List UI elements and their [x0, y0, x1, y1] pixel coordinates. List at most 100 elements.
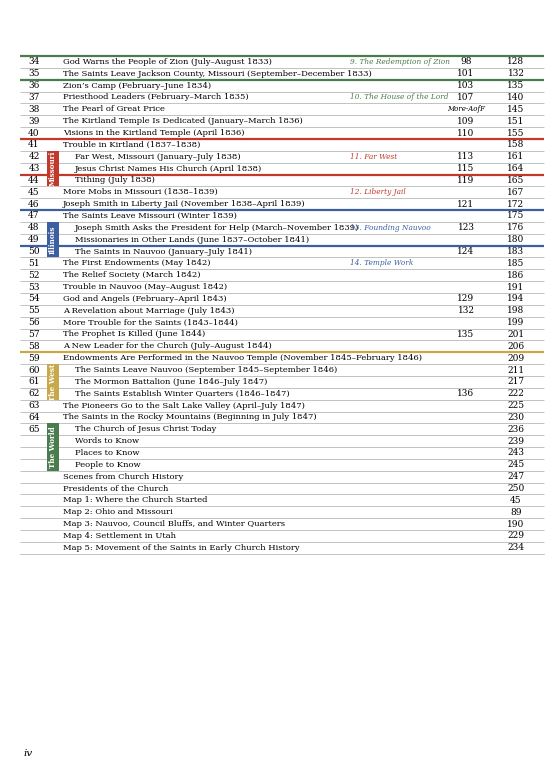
Text: 140: 140 — [507, 93, 525, 102]
Text: 180: 180 — [507, 235, 525, 244]
Text: 34: 34 — [29, 57, 40, 67]
Text: More Trouble for the Saints (1843–1844): More Trouble for the Saints (1843–1844) — [63, 319, 238, 327]
Text: 9. The Redemption of Zion: 9. The Redemption of Zion — [350, 58, 450, 66]
Text: iv: iv — [24, 749, 32, 758]
Text: 42: 42 — [29, 152, 40, 161]
Text: People to Know: People to Know — [75, 461, 141, 469]
Text: 89: 89 — [510, 508, 522, 517]
Text: 14. Temple Work: 14. Temple Work — [350, 259, 413, 268]
Text: 39: 39 — [29, 116, 40, 126]
Text: 13. Founding Nauvoo: 13. Founding Nauvoo — [350, 223, 431, 232]
Text: 101: 101 — [458, 69, 475, 78]
Text: The Saints Leave Missouri (Winter 1839): The Saints Leave Missouri (Winter 1839) — [63, 212, 237, 220]
Text: 64: 64 — [28, 413, 40, 422]
Text: Words to Know: Words to Know — [75, 437, 139, 445]
Text: God Warns the People of Zion (July–August 1833): God Warns the People of Zion (July–Augus… — [63, 58, 272, 66]
Bar — [47, 222, 59, 258]
Text: The First Endowments (May 1842): The First Endowments (May 1842) — [63, 259, 211, 268]
Text: 63: 63 — [29, 401, 40, 410]
Text: 245: 245 — [507, 460, 525, 469]
Text: 123: 123 — [458, 223, 474, 232]
Text: The Pearl of Great Price: The Pearl of Great Price — [63, 106, 165, 113]
Text: 110: 110 — [458, 129, 475, 137]
Text: 40: 40 — [28, 129, 40, 137]
Text: 176: 176 — [507, 223, 525, 232]
Text: Missouri: Missouri — [49, 151, 57, 186]
Text: Zion’s Camp (February–June 1834): Zion’s Camp (February–June 1834) — [63, 81, 211, 89]
Text: 56: 56 — [28, 318, 40, 327]
Text: 183: 183 — [507, 247, 525, 256]
Text: 236: 236 — [507, 424, 525, 434]
Text: 217: 217 — [507, 377, 525, 386]
Text: Illinois: Illinois — [49, 226, 57, 254]
Text: The West: The West — [49, 363, 57, 400]
Text: Visions in the Kirtland Temple (April 1836): Visions in the Kirtland Temple (April 18… — [63, 129, 245, 137]
Text: God and Angels (February–April 1843): God and Angels (February–April 1843) — [63, 295, 227, 303]
Text: Scenes from Church History: Scenes from Church History — [63, 473, 183, 480]
Text: 45: 45 — [510, 496, 522, 505]
Text: 11. Far West: 11. Far West — [350, 153, 397, 161]
Text: 199: 199 — [507, 318, 525, 327]
Text: 161: 161 — [507, 152, 525, 161]
Text: 194: 194 — [507, 294, 525, 303]
Text: Joseph Smith in Liberty Jail (November 1838–April 1839): Joseph Smith in Liberty Jail (November 1… — [63, 200, 306, 208]
Text: 132: 132 — [458, 307, 474, 315]
Text: 107: 107 — [458, 93, 475, 102]
Text: 57: 57 — [28, 330, 40, 339]
Text: 209: 209 — [507, 354, 525, 362]
Text: 167: 167 — [507, 188, 525, 197]
Text: 239: 239 — [507, 437, 525, 445]
Text: 51: 51 — [28, 259, 40, 268]
Text: Map 3: Nauvoo, Council Bluffs, and Winter Quarters: Map 3: Nauvoo, Council Bluffs, and Winte… — [63, 520, 285, 528]
Text: 43: 43 — [29, 164, 40, 173]
Text: Map 2: Ohio and Missouri: Map 2: Ohio and Missouri — [63, 508, 172, 516]
Text: 211: 211 — [507, 365, 525, 375]
Text: 45: 45 — [28, 188, 40, 197]
Text: Jesus Christ Names His Church (April 1838): Jesus Christ Names His Church (April 183… — [75, 165, 262, 172]
Text: The Pioneers Go to the Salt Lake Valley (April–July 1847): The Pioneers Go to the Salt Lake Valley … — [63, 401, 305, 410]
Text: 59: 59 — [28, 354, 40, 362]
Text: More-AofF: More-AofF — [447, 106, 485, 113]
Text: The Kirtland Temple Is Dedicated (January–March 1836): The Kirtland Temple Is Dedicated (Januar… — [63, 117, 303, 125]
Text: 12. Liberty Jail: 12. Liberty Jail — [350, 189, 406, 196]
Text: 128: 128 — [507, 57, 525, 67]
Text: The Saints Establish Winter Quarters (1846–1847): The Saints Establish Winter Quarters (18… — [75, 390, 290, 398]
Text: A Revelation about Marriage (July 1843): A Revelation about Marriage (July 1843) — [63, 307, 235, 315]
Text: The Mormon Battalion (June 1846–July 1847): The Mormon Battalion (June 1846–July 184… — [75, 378, 267, 386]
Text: 243: 243 — [507, 449, 525, 458]
Text: Far West, Missouri (January–July 1838): Far West, Missouri (January–July 1838) — [75, 153, 241, 161]
Text: 41: 41 — [28, 140, 40, 149]
Text: Trouble in Kirtland (1837–1838): Trouble in Kirtland (1837–1838) — [63, 141, 200, 149]
Text: 58: 58 — [28, 341, 40, 351]
Text: 191: 191 — [507, 282, 525, 292]
Text: 225: 225 — [507, 401, 525, 410]
Text: The Church of Jesus Christ Today: The Church of Jesus Christ Today — [75, 425, 216, 433]
Text: The Saints in Nauvoo (January–July 1841): The Saints in Nauvoo (January–July 1841) — [75, 248, 252, 255]
Text: 172: 172 — [507, 199, 525, 209]
Text: 46: 46 — [28, 199, 40, 209]
Text: The Relief Society (March 1842): The Relief Society (March 1842) — [63, 272, 200, 279]
Text: 158: 158 — [507, 140, 525, 149]
Text: 129: 129 — [458, 294, 474, 303]
Text: 48: 48 — [28, 223, 40, 232]
Text: 54: 54 — [28, 294, 40, 303]
Text: The Saints in the Rocky Mountains (Beginning in July 1847): The Saints in the Rocky Mountains (Begin… — [63, 414, 316, 421]
Text: 65: 65 — [28, 424, 40, 434]
Text: 136: 136 — [458, 390, 474, 398]
Bar — [47, 364, 59, 400]
Text: 10. The House of the Lord: 10. The House of the Lord — [350, 93, 449, 102]
Text: Places to Know: Places to Know — [75, 449, 139, 457]
Text: 250: 250 — [507, 484, 525, 493]
Text: 132: 132 — [507, 69, 525, 78]
Text: Tithing (July 1838): Tithing (July 1838) — [75, 176, 155, 185]
Text: 229: 229 — [507, 532, 525, 540]
Text: Joseph Smith Asks the President for Help (March–November 1839): Joseph Smith Asks the President for Help… — [75, 223, 360, 232]
Text: 145: 145 — [507, 105, 525, 114]
Text: Map 1: Where the Church Started: Map 1: Where the Church Started — [63, 497, 208, 504]
Text: 55: 55 — [28, 307, 40, 315]
Text: A New Leader for the Church (July–August 1844): A New Leader for the Church (July–August… — [63, 342, 272, 350]
Text: 201: 201 — [507, 330, 525, 339]
Text: 37: 37 — [29, 93, 40, 102]
Text: The Saints Leave Jackson County, Missouri (September–December 1833): The Saints Leave Jackson County, Missour… — [63, 70, 372, 78]
Text: 44: 44 — [28, 176, 40, 185]
